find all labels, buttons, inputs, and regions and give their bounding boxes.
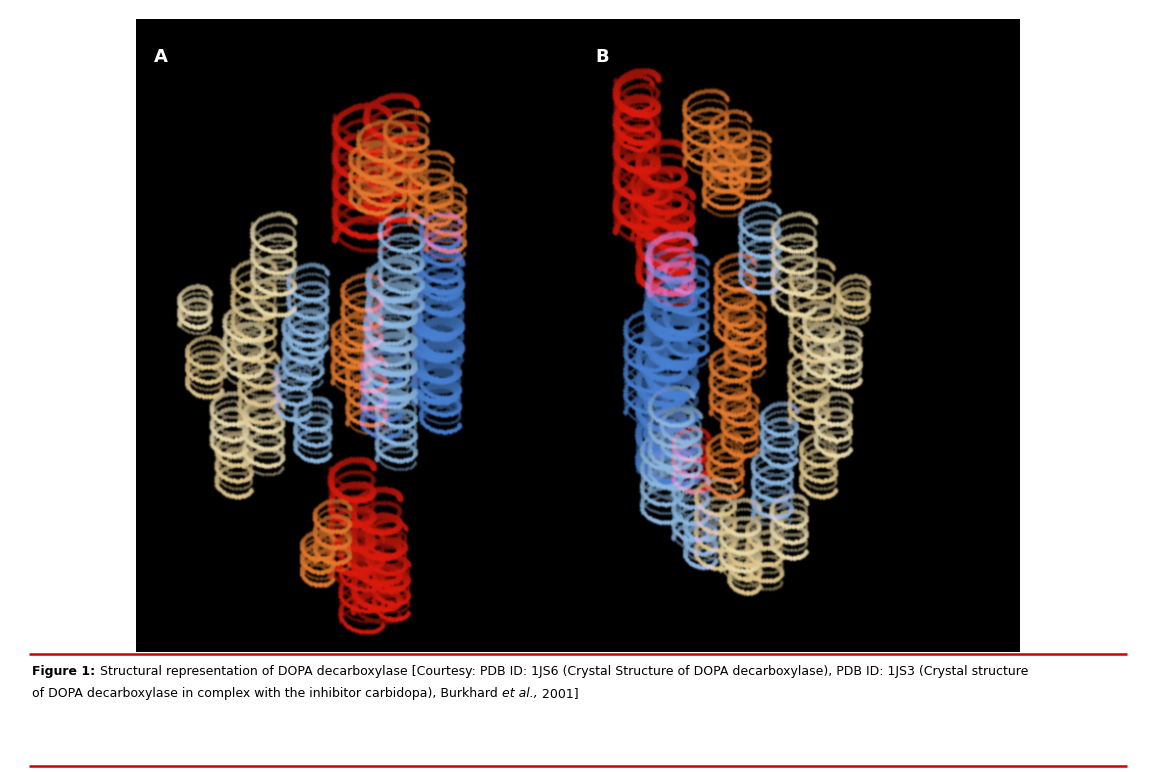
- Text: of DOPA decarboxylase in complex with the inhibitor carbidopa), Burkhard: of DOPA decarboxylase in complex with th…: [32, 687, 502, 700]
- Text: Figure 1:: Figure 1:: [32, 665, 99, 679]
- Text: B: B: [595, 48, 609, 66]
- Text: A: A: [154, 48, 168, 66]
- Text: Structural representation of DOPA decarboxylase [Courtesy: PDB ID: 1JS6 (Crystal: Structural representation of DOPA decarb…: [99, 665, 1028, 679]
- Text: et al.,: et al.,: [502, 687, 538, 700]
- Text: 2001]: 2001]: [538, 687, 578, 700]
